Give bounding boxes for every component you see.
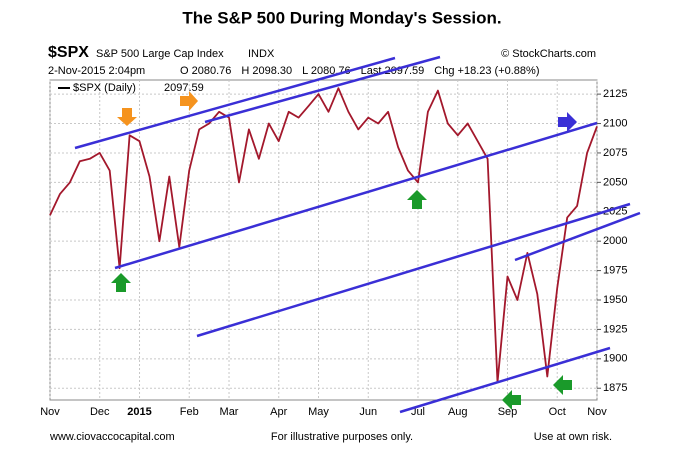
- y-tick-label: 2000: [603, 235, 627, 247]
- footer-text: www.ciovaccocapital.com: [49, 431, 175, 443]
- quote-item: O 2080.76: [180, 65, 231, 77]
- y-tick-label: 2125: [603, 88, 627, 100]
- x-tick-label: 2015: [127, 406, 151, 418]
- arrow: [502, 390, 521, 410]
- arrow: [117, 108, 137, 126]
- legend-label: $SPX (Daily): [73, 82, 136, 94]
- chart-title: The S&P 500 During Monday's Session.: [182, 8, 501, 27]
- arrow: [407, 190, 427, 209]
- y-tick-label: 1900: [603, 353, 627, 365]
- y-tick-label: 2100: [603, 117, 627, 129]
- trend-line: [196, 202, 631, 338]
- x-tick-label: Jul: [411, 406, 425, 418]
- trend-line: [514, 211, 641, 262]
- arrow: [111, 273, 131, 292]
- x-tick-label: Mar: [220, 406, 239, 418]
- x-tick-label: Sep: [498, 406, 518, 418]
- arrow: [553, 375, 572, 395]
- y-tick-label: 1975: [603, 264, 627, 276]
- quote-item: L 2080.76: [302, 65, 351, 77]
- x-tick-label: Apr: [270, 406, 287, 418]
- y-tick-label: 2075: [603, 147, 627, 159]
- trend-line: [74, 56, 396, 150]
- trend-line: [204, 55, 441, 124]
- trend-line: [399, 346, 611, 414]
- footer-text: For illustrative purposes only.: [271, 431, 413, 443]
- arrow: [558, 112, 577, 132]
- x-tick-label: Oct: [549, 406, 566, 418]
- trend-lines: [74, 55, 641, 414]
- x-tick-label: Aug: [448, 406, 468, 418]
- quote: O 2080.76H 2098.30L 2080.76Last 2097.59C…: [180, 65, 539, 77]
- x-tick-label: Nov: [587, 406, 607, 418]
- legend-value: 2097.59: [164, 82, 204, 94]
- symbol: $SPX: [48, 44, 89, 61]
- x-tick-label: Nov: [40, 406, 60, 418]
- y-tick-label: 1950: [603, 294, 627, 306]
- grid: [49, 80, 598, 400]
- quote-item: Chg +18.23 (+0.88%): [434, 65, 539, 77]
- trend-line: [114, 121, 598, 270]
- y-tick-label: 1875: [603, 382, 627, 394]
- index-name: S&P 500 Large Cap Index: [96, 48, 224, 60]
- source: © StockCharts.com: [501, 48, 596, 60]
- price-line: [49, 87, 598, 384]
- arrow: [180, 91, 198, 111]
- arrows: [111, 91, 577, 410]
- x-tick-label: Feb: [180, 406, 199, 418]
- x-tick-label: May: [308, 406, 329, 418]
- quote-item: H 2098.30: [241, 65, 292, 77]
- y-tick-label: 2050: [603, 176, 627, 188]
- y-tick-label: 2025: [603, 206, 627, 218]
- y-tick-label: 1925: [603, 323, 627, 335]
- date: 2-Nov-2015 2:04pm: [48, 65, 145, 77]
- x-tick-label: Jun: [359, 406, 377, 418]
- exchange: INDX: [248, 48, 275, 60]
- x-tick-label: Dec: [90, 406, 110, 418]
- footer-text: Use at own risk.: [534, 431, 612, 443]
